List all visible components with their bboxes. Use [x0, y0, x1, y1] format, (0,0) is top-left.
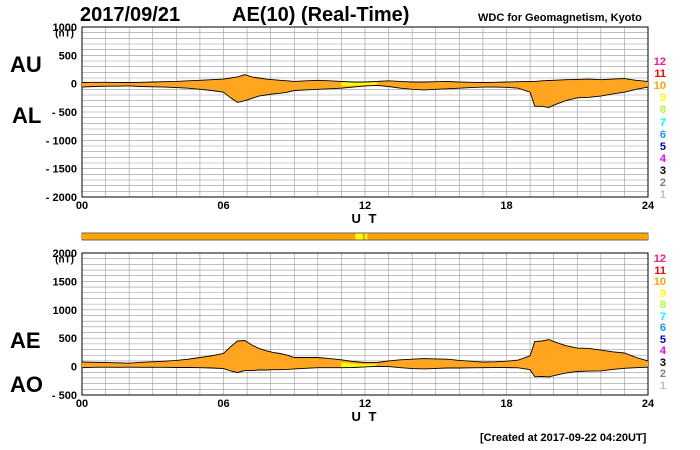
au_al-ytick-label: - 1500: [46, 164, 77, 176]
ae_ao-xlabel: U T: [352, 409, 379, 424]
au_al-al-line: [81, 84, 649, 108]
au_al-low-station-patch: [341, 82, 377, 87]
legend-level-4: 4: [659, 345, 666, 357]
legend-level-10: 10: [653, 276, 666, 288]
au_al-xtick-label: 00: [76, 200, 88, 212]
au_al-frame: [81, 26, 649, 198]
au_al-envelope: [82, 74, 648, 108]
au_al-ytick-label: 500: [59, 50, 77, 62]
station-bar-segment: [355, 233, 363, 240]
legend-level-12: 12: [653, 56, 666, 68]
legend-level-2: 2: [659, 177, 666, 189]
station-bar-segment: [365, 233, 368, 240]
legend-level-12: 12: [653, 253, 666, 265]
au_al-xlabel: U T: [352, 211, 379, 226]
legend-level-3: 3: [659, 164, 666, 177]
legend-level-3: 3: [659, 356, 666, 369]
ae_ao-xtick-label: 00: [76, 398, 88, 410]
legend-level-5: 5: [659, 140, 666, 153]
station-bar-segment: [362, 233, 365, 240]
legend-level-11: 11: [654, 68, 666, 81]
ae_ao-ae-line: [81, 339, 649, 364]
legend-level-10: 10: [653, 80, 666, 93]
data-source: WDC for Geomagnetism, Kyoto: [478, 12, 642, 24]
legend-level-4: 4: [659, 152, 666, 165]
ae_ao-xtick-label: 06: [217, 398, 229, 410]
au_al-ytick-label: 0: [71, 79, 77, 91]
chart-title: AE(10) (Real-Time): [232, 4, 410, 26]
au_al-xtick-label: 24: [642, 200, 655, 212]
ae_ao-xtick-label: 24: [642, 398, 655, 410]
legend-level-1: 1: [659, 379, 666, 392]
ae-label: AE: [10, 328, 41, 353]
au_al-ytick-label: - 2000: [46, 192, 77, 204]
ae_ao-xtick-label: 18: [500, 398, 512, 410]
legend-level-6: 6: [659, 322, 666, 334]
legend-level-7: 7: [659, 116, 666, 129]
au_al-xtick-label: 06: [217, 200, 229, 212]
ae_ao-ytick-label: 500: [59, 333, 77, 345]
legend-level-1: 1: [659, 189, 666, 202]
au_al-ylabel: (nT): [55, 29, 74, 40]
ae_ao-ytick-label: 0: [71, 362, 77, 374]
legend-level-7: 7: [659, 310, 666, 323]
al-label: AL: [12, 103, 42, 128]
ae_ao-ytick-label: - 500: [52, 390, 77, 402]
au_al-xtick-label: 18: [500, 200, 512, 212]
legend-level-2: 2: [659, 368, 666, 380]
au_al-ytick-label: - 1000: [46, 135, 77, 147]
ae_ao-frame: [81, 252, 649, 396]
chart-date: 2017/09/21: [80, 4, 181, 26]
ae_ao-ao-line: [81, 365, 649, 378]
legend-level-9: 9: [659, 92, 666, 105]
ae_ao-ytick-label: 1000: [53, 305, 77, 317]
ae_ao-ytick-label: 2000: [53, 248, 77, 260]
au_al-ytick-label: 1000: [53, 22, 77, 34]
station-bar-segment: [367, 233, 648, 240]
au_al-ytick-label: - 500: [52, 107, 77, 119]
legend-level-8: 8: [659, 299, 666, 311]
ae_ao-xtick-label: 12: [359, 398, 371, 410]
legend-level-11: 11: [654, 264, 666, 277]
legend-level-6: 6: [659, 128, 666, 141]
legend-level-9: 9: [659, 287, 666, 300]
ae_ao-low-station-patch: [341, 362, 377, 368]
ae_ao-ytick-label: 1500: [53, 276, 77, 288]
au_al-xtick-label: 12: [359, 200, 371, 212]
ae_ao-ylabel: (nT): [55, 255, 74, 266]
au_al-au-line: [81, 74, 649, 83]
legend-level-8: 8: [659, 104, 666, 117]
created-timestamp: [Created at 2017-09-22 04:20UT]: [480, 432, 647, 444]
au-label: AU: [10, 52, 42, 77]
ao-label: AO: [10, 372, 43, 397]
station-bar-segment: [82, 233, 356, 240]
legend-level-5: 5: [659, 333, 666, 346]
